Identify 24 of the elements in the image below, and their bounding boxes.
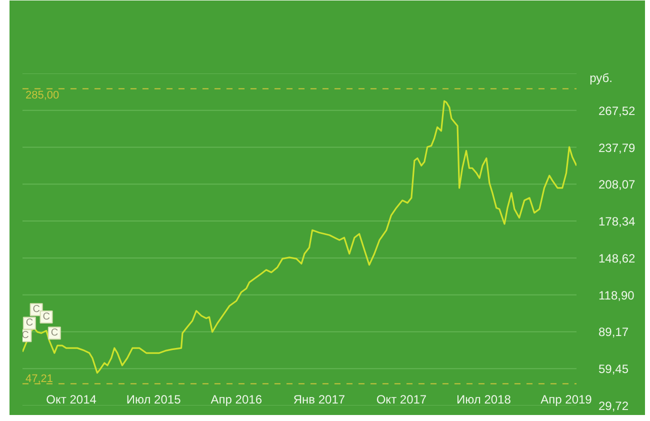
- annotation: С: [32, 304, 40, 316]
- x-tick-label: Апр 2019: [540, 392, 592, 406]
- y-tick-label: 29,72: [598, 399, 629, 413]
- annotation: С: [50, 328, 58, 339]
- x-tick-label: Июл 2015: [126, 392, 182, 406]
- ref-line-label: 285,00: [26, 90, 60, 102]
- x-tick-label: Апр 2016: [210, 392, 262, 406]
- y-tick-label: 208,07: [598, 178, 636, 192]
- y-tick-label: 118,90: [598, 288, 635, 302]
- annotation: С: [26, 318, 34, 329]
- ref-line-label: 47,21: [26, 372, 54, 385]
- x-tick-label: Янв 2017: [293, 392, 346, 406]
- y-axis-title: руб.: [590, 71, 613, 85]
- x-tick-label: Окт 2014: [46, 392, 97, 406]
- y-tick-label: 178,34: [598, 214, 636, 229]
- y-tick-label: 237,79: [598, 140, 636, 155]
- x-tick-label: Июл 2018: [456, 392, 512, 406]
- y-tick-label: 59,45: [598, 362, 629, 376]
- y-tick-label: 267,52: [598, 104, 636, 118]
- line-series: [22, 100, 576, 374]
- annotation: С: [42, 312, 50, 323]
- y-tick-label: 89,17: [598, 325, 629, 340]
- x-tick-label: Окт 2017: [376, 392, 427, 406]
- y-tick-label: 148,62: [598, 251, 636, 266]
